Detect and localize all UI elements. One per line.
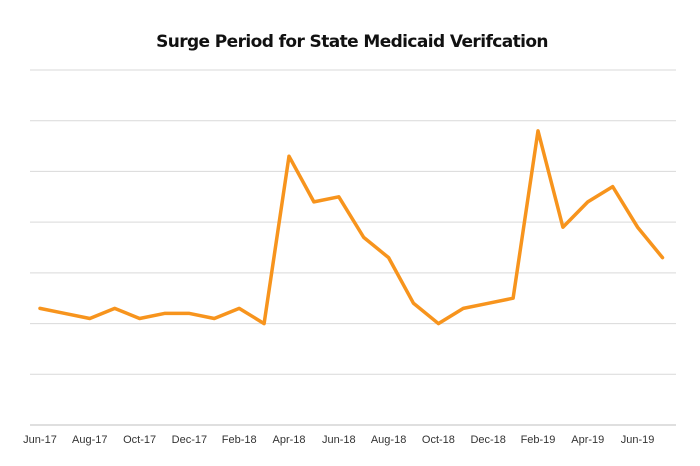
x-tick-label: Feb-18	[222, 434, 257, 446]
x-tick-label: Jun-18	[322, 434, 356, 446]
x-tick-label: Apr-19	[571, 434, 604, 446]
x-tick-label: Jun-17	[23, 434, 57, 446]
chart-title: Surge Period for State Medicaid Verifcat…	[156, 32, 548, 52]
data-line	[38, 129, 665, 326]
x-tick-label: Dec-17	[172, 434, 207, 446]
x-tick-label: Aug-18	[371, 434, 406, 446]
x-tick-label: Oct-17	[123, 434, 156, 446]
x-tick-label: Dec-18	[470, 434, 505, 446]
x-tick-label: Feb-19	[521, 434, 556, 446]
x-tick-label: Aug-17	[72, 434, 107, 446]
x-tick-label: Apr-18	[272, 434, 305, 446]
x-tick-label: Oct-18	[422, 434, 455, 446]
x-tick-label: Jun-19	[621, 434, 655, 446]
